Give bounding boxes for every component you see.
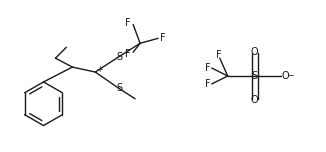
Text: F: F: [205, 63, 211, 73]
Text: −: −: [286, 71, 293, 79]
Text: S: S: [252, 71, 258, 81]
Text: O: O: [251, 95, 259, 105]
Text: F: F: [160, 33, 166, 43]
Text: S: S: [116, 52, 122, 62]
Text: F: F: [216, 50, 222, 60]
Text: F: F: [205, 79, 211, 89]
Text: F: F: [125, 19, 131, 28]
Text: +: +: [96, 65, 102, 74]
Text: F: F: [125, 49, 131, 59]
Text: O: O: [251, 47, 259, 57]
Text: S: S: [116, 83, 122, 93]
Text: O: O: [281, 71, 289, 81]
